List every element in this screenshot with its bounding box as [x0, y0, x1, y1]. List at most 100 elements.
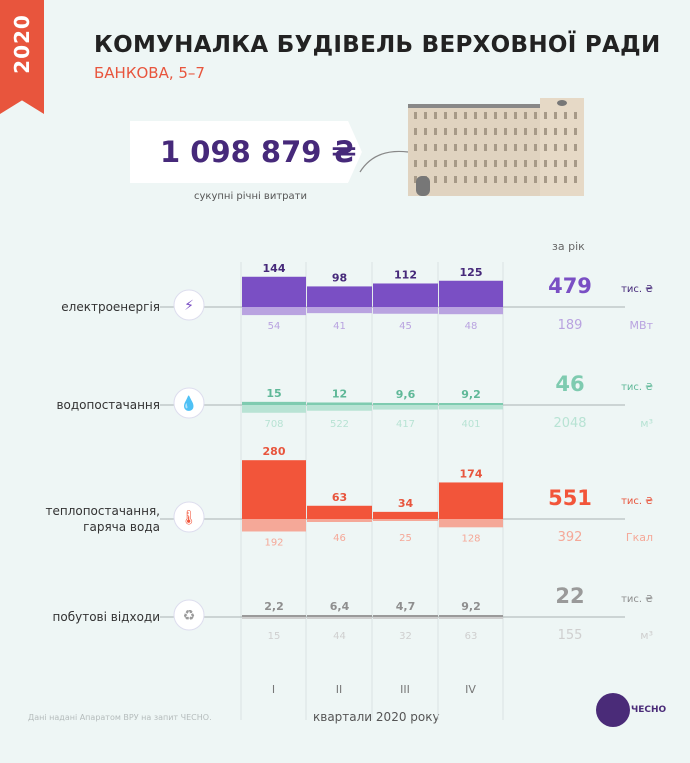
- window: [554, 176, 557, 183]
- cost-bar: [307, 286, 372, 307]
- cost-bar: [242, 276, 306, 307]
- cost-bar: [373, 283, 438, 307]
- window: [504, 144, 507, 151]
- year-consumption-total: 392: [558, 530, 583, 545]
- window: [514, 176, 517, 183]
- window: [524, 176, 527, 183]
- window: [494, 112, 497, 119]
- window: [574, 176, 577, 183]
- cost-bar: [373, 511, 438, 519]
- cost-value-label: 15: [266, 387, 281, 400]
- window: [554, 144, 557, 151]
- window: [424, 128, 427, 135]
- consumption-bar: [242, 307, 306, 316]
- consumption-unit: м³: [640, 417, 653, 430]
- window: [434, 128, 437, 135]
- cost-bar: [242, 460, 306, 519]
- building-illustration: [359, 98, 584, 196]
- consumption-value-label: 46: [333, 533, 346, 544]
- window: [484, 160, 487, 167]
- x-tick-label: III: [400, 683, 410, 696]
- consumption-value-label: 25: [399, 533, 412, 544]
- consumption-bar: [373, 519, 438, 521]
- window: [514, 160, 517, 167]
- cost-value-label: 12: [332, 387, 347, 400]
- water-drop-icon-bg: [173, 387, 205, 419]
- cost-bar: [439, 482, 503, 519]
- cost-value-label: 63: [332, 491, 347, 504]
- consumption-unit: Гкал: [626, 531, 653, 544]
- window: [484, 128, 487, 135]
- window: [464, 112, 467, 119]
- cost-unit: тис. ₴: [621, 594, 653, 605]
- window: [544, 176, 547, 183]
- consumption-bar: [439, 307, 503, 315]
- cost-value-label: 2,2: [264, 600, 284, 613]
- window: [534, 128, 537, 135]
- x-axis-label: квартали 2020 року: [313, 710, 440, 724]
- consumption-bar: [242, 519, 306, 532]
- cost-bar: [439, 403, 503, 405]
- window: [534, 160, 537, 167]
- window: [574, 160, 577, 167]
- consumption-bar: [307, 307, 372, 314]
- logo-text: ЧЕСНО: [631, 705, 667, 715]
- window: [554, 128, 557, 135]
- page-title: КОМУНАЛКА БУДІВЕЛЬ ВЕРХОВНОЇ РАДИ: [94, 32, 661, 58]
- thermometer-icon-bg: [173, 501, 205, 533]
- window: [524, 128, 527, 135]
- window: [544, 128, 547, 135]
- window: [414, 144, 417, 151]
- window: [574, 128, 577, 135]
- consumption-bar: [373, 405, 438, 410]
- window: [494, 160, 497, 167]
- window: [484, 112, 487, 119]
- window: [504, 176, 507, 183]
- total-amount: 1 098 879 ₴: [160, 135, 357, 169]
- window: [534, 144, 537, 151]
- cost-bar: [439, 280, 503, 307]
- window: [454, 160, 457, 167]
- window: [524, 112, 527, 119]
- consumption-bar: [373, 617, 438, 619]
- window: [494, 144, 497, 151]
- window: [414, 176, 417, 183]
- window: [464, 176, 467, 183]
- cost-bar: [307, 402, 372, 405]
- total-caption: сукупні річні витрати: [194, 191, 307, 202]
- consumption-value-label: 63: [465, 631, 478, 642]
- row-label: водопостачання: [56, 398, 160, 412]
- consumption-unit: МВт: [630, 319, 654, 332]
- window: [524, 160, 527, 167]
- window: [454, 176, 457, 183]
- window: [564, 176, 567, 183]
- x-tick-label: II: [336, 683, 343, 696]
- year-consumption-total: 2048: [553, 416, 586, 431]
- window: [504, 112, 507, 119]
- cost-bar: [307, 615, 372, 617]
- window: [444, 176, 447, 183]
- consumption-value-label: 192: [264, 537, 283, 548]
- window: [504, 160, 507, 167]
- window: [474, 160, 477, 167]
- row-label: побутові відходи: [53, 610, 160, 624]
- window: [494, 176, 497, 183]
- consumption-bar: [307, 405, 372, 411]
- cost-bar: [307, 505, 372, 519]
- window: [534, 176, 537, 183]
- cost-value-label: 144: [263, 262, 286, 275]
- consumption-bar: [242, 405, 306, 413]
- window: [434, 112, 437, 119]
- cost-value-label: 9,2: [461, 388, 481, 401]
- consumption-value-label: 417: [396, 419, 415, 430]
- consumption-bar: [439, 617, 503, 619]
- consumption-value-label: 54: [268, 321, 281, 332]
- consumption-value-label: 401: [461, 419, 480, 430]
- cost-bar: [242, 615, 306, 617]
- lightning-icon: ⚡: [184, 298, 194, 314]
- year-cost-total: 551: [548, 486, 592, 510]
- consumption-value-label: 44: [333, 631, 346, 642]
- window: [494, 128, 497, 135]
- year-consumption-total: 189: [558, 318, 583, 333]
- x-tick-label: IV: [465, 683, 476, 696]
